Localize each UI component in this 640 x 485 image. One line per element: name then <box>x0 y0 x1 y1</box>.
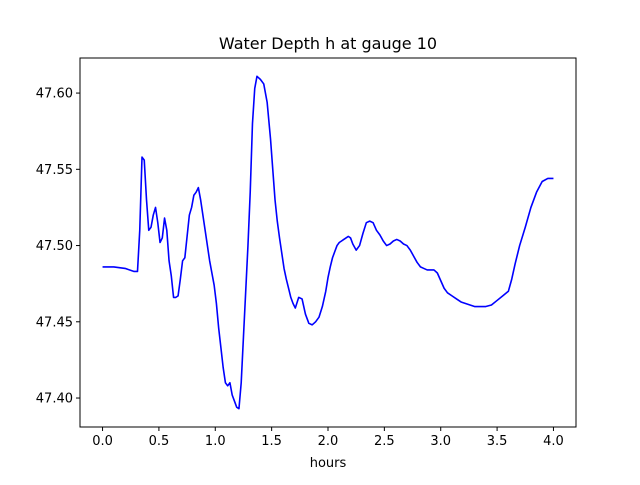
y-ticks: 47.40 47.45 47.50 47.55 47.60 <box>36 87 80 407</box>
y-tick-label: 47.50 <box>36 239 73 254</box>
y-tick-label: 47.45 <box>36 315 73 330</box>
plot-frame <box>79 57 577 428</box>
x-axis-label: hours <box>310 456 347 471</box>
x-tick-label: 2.5 <box>374 434 395 449</box>
x-tick-label: 1.0 <box>205 434 226 449</box>
series-line-0 <box>102 75 554 410</box>
chart-title: Water Depth h at gauge 10 <box>219 34 437 53</box>
x-tick-label: 2.0 <box>318 434 339 449</box>
x-tick-label: 4.0 <box>543 434 564 449</box>
x-tick-label: 0.0 <box>92 434 113 449</box>
x-tick-label: 3.5 <box>487 434 508 449</box>
x-ticks: 0.0 0.5 1.0 1.5 2.0 2.5 3.0 3.5 4.0 <box>92 427 564 449</box>
x-tick-label: 3.0 <box>430 434 451 449</box>
y-tick-label: 47.60 <box>36 87 73 102</box>
series-layer <box>102 75 554 410</box>
y-tick-label: 47.40 <box>36 392 73 407</box>
x-tick-label: 1.5 <box>261 434 282 449</box>
y-tick-label: 47.55 <box>36 163 73 178</box>
x-tick-label: 0.5 <box>149 434 170 449</box>
